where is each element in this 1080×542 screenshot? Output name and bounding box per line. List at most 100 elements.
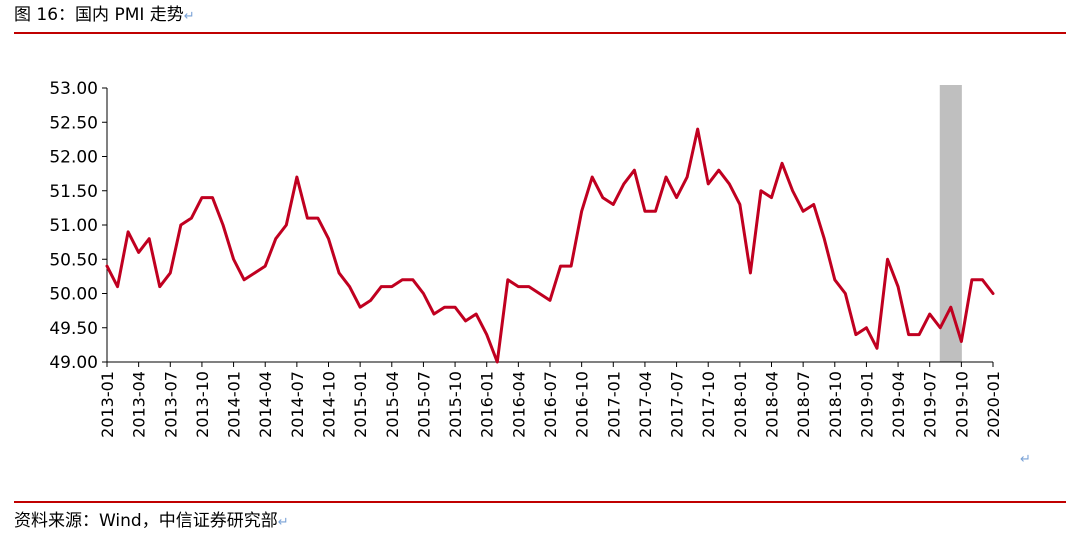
x-tick-label: 2019-10	[952, 371, 971, 438]
x-tick-label: 2018-07	[794, 371, 813, 438]
pmi-data-point	[780, 162, 784, 165]
pmi-data-point	[253, 271, 256, 275]
bottom-divider	[14, 501, 1066, 503]
highlight-layer	[939, 85, 962, 362]
pmi-data-point	[538, 292, 541, 295]
pmi-data-point	[917, 333, 921, 336]
x-tick-label: 2018-01	[731, 371, 750, 438]
pmi-data-point	[559, 264, 562, 268]
pmi-data-point	[474, 312, 478, 316]
pmi-data-point	[200, 196, 204, 199]
pmi-data-point	[232, 258, 235, 261]
x-tick-label: 2017-01	[604, 371, 623, 438]
pmi-data-point	[801, 210, 805, 213]
pmi-data-point	[696, 127, 699, 131]
pmi-data-point	[580, 210, 583, 213]
x-tick-label: 2015-07	[414, 371, 433, 438]
y-tick-label: 50.00	[49, 285, 98, 305]
pmi-data-point	[496, 360, 499, 364]
pmi-data-point	[179, 223, 183, 227]
pmi-data-point	[242, 278, 246, 281]
pmi-data-point	[601, 196, 604, 199]
pmi-data-point	[190, 216, 193, 220]
pmi-data-point	[506, 278, 510, 281]
pmi-data-point	[221, 223, 225, 227]
pmi-data-point	[643, 210, 647, 213]
pmi-data-point	[285, 223, 288, 227]
pmi-data-point	[633, 169, 636, 172]
pmi-data-point	[380, 285, 383, 288]
labels-layer: 53.00 52.50 52.00 51.50 51.00 50.50 50.00 49.50…	[49, 79, 1003, 438]
pmi-data-point	[886, 258, 889, 261]
pmi-data-point	[264, 264, 267, 268]
pmi-data-point	[928, 312, 931, 316]
pmi-data-point	[685, 175, 689, 179]
pmi-data-point	[654, 210, 657, 213]
y-tick-label: 53.00	[49, 79, 98, 99]
pmi-data-point	[337, 271, 341, 275]
x-tick-label: 2015-10	[446, 371, 465, 438]
x-tick-label: 2013-07	[161, 371, 180, 438]
x-tick-label: 2019-07	[921, 371, 940, 438]
paragraph-return-icon: ↵	[183, 9, 195, 24]
pmi-data-point	[749, 271, 752, 275]
pmi-data-point	[126, 230, 130, 234]
axes-layer	[102, 87, 994, 367]
x-tick-label: 2018-04	[763, 371, 782, 438]
top-divider	[14, 32, 1066, 34]
y-tick-label: 52.50	[49, 113, 98, 133]
pmi-data-point	[590, 175, 594, 179]
y-tick-label: 50.50	[49, 250, 98, 270]
x-tick-label: 2017-04	[636, 371, 655, 438]
pmi-data-point	[833, 278, 836, 281]
pmi-data-point	[812, 203, 815, 206]
paragraph-return-icon-chart: ↵	[1020, 452, 1031, 467]
highlight-band	[939, 85, 962, 362]
pmi-data-point	[169, 271, 172, 275]
source-text: 资料来源：Wind，中信证券研究部	[14, 511, 278, 531]
pmi-data-point	[991, 292, 995, 295]
pmi-data-point	[105, 264, 109, 268]
pmi-data-point	[411, 278, 415, 281]
pmi-data-point	[759, 189, 763, 192]
pmi-data-point	[432, 312, 436, 316]
x-tick-label: 2014-10	[320, 371, 339, 438]
pmi-data-point	[358, 306, 362, 309]
pmi-line-chart: 53.00 52.50 52.00 51.50 51.00 50.50 50.00 49.50…	[49, 79, 1003, 438]
pmi-data-point	[401, 278, 404, 281]
x-tick-label: 2016-10	[573, 371, 592, 438]
pmi-data-point	[949, 306, 953, 309]
pmi-data-point	[675, 196, 678, 199]
pmi-data-point	[147, 237, 151, 240]
pmi-data-point	[717, 169, 720, 172]
x-tick-label: 2016-07	[541, 371, 560, 438]
series-layer	[105, 127, 995, 364]
x-tick-label: 2015-04	[383, 371, 402, 438]
x-tick-label: 2019-04	[889, 371, 908, 438]
pmi-data-point	[453, 306, 457, 309]
x-tick-label: 2017-07	[668, 371, 687, 438]
pmi-series-line	[105, 127, 995, 364]
pmi-data-point	[485, 333, 488, 336]
pmi-data-point	[939, 326, 942, 329]
figure-title: 图 16：国内 PMI 走势↵	[14, 4, 195, 28]
pmi-data-point	[791, 189, 794, 192]
paragraph-return-icon-source: ↵	[277, 515, 289, 530]
x-tick-label: 2014-07	[288, 371, 307, 438]
x-tick-label: 2016-04	[509, 371, 528, 438]
pmi-data-point	[738, 203, 742, 206]
x-tick-label: 2020-01	[984, 371, 1003, 438]
pmi-data-point	[865, 326, 868, 329]
pmi-data-point	[137, 251, 140, 254]
pmi-data-point	[875, 347, 879, 350]
pmi-data-point	[158, 285, 161, 288]
x-tick-label: 2013-10	[193, 371, 212, 438]
pmi-data-point	[664, 175, 668, 179]
pmi-data-point	[622, 182, 626, 186]
pmi-data-point	[422, 292, 425, 295]
pmi-data-point	[316, 216, 320, 220]
x-tick-label: 2013-04	[130, 371, 149, 438]
pmi-data-point	[896, 285, 900, 288]
pmi-data-point	[970, 278, 974, 281]
x-tick-label: 2019-01	[857, 371, 876, 438]
